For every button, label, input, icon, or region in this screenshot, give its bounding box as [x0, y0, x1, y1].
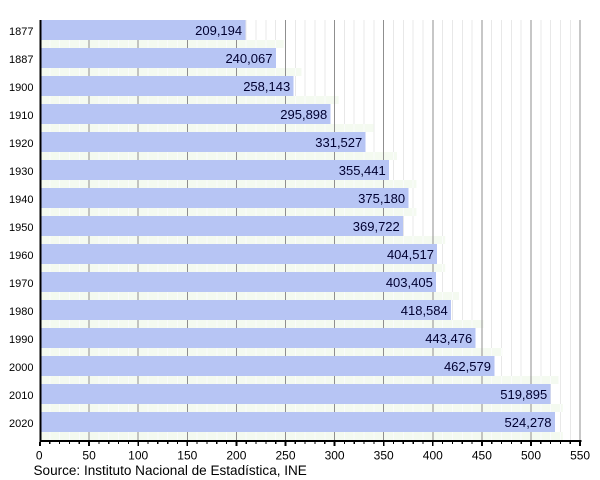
svg-text:462,579: 462,579: [444, 359, 491, 374]
svg-text:443,476: 443,476: [425, 331, 472, 346]
svg-text:524,278: 524,278: [505, 415, 552, 430]
svg-text:400: 400: [423, 449, 443, 463]
svg-text:1930: 1930: [9, 166, 33, 178]
svg-text:331,527: 331,527: [315, 135, 362, 150]
svg-text:1950: 1950: [9, 222, 33, 234]
svg-text:1877: 1877: [9, 26, 33, 38]
svg-text:1970: 1970: [9, 278, 33, 290]
svg-text:Source: Instituto Nacional de: Source: Instituto Nacional de Estadístic…: [34, 463, 307, 478]
svg-text:369,722: 369,722: [353, 219, 400, 234]
svg-text:50: 50: [82, 449, 96, 463]
svg-text:550: 550: [570, 449, 590, 463]
svg-text:355,441: 355,441: [339, 163, 386, 178]
svg-text:258,143: 258,143: [243, 79, 290, 94]
svg-text:295,898: 295,898: [280, 107, 327, 122]
svg-text:200: 200: [226, 449, 246, 463]
svg-text:2010: 2010: [9, 390, 33, 402]
svg-text:1990: 1990: [9, 334, 33, 346]
svg-text:403,405: 403,405: [386, 275, 433, 290]
svg-text:404,517: 404,517: [387, 247, 434, 262]
svg-text:2000: 2000: [9, 362, 33, 374]
svg-text:350: 350: [374, 449, 394, 463]
svg-text:450: 450: [472, 449, 492, 463]
svg-text:418,584: 418,584: [401, 303, 448, 318]
svg-text:1900: 1900: [9, 82, 33, 94]
svg-text:100: 100: [128, 449, 148, 463]
svg-text:209,194: 209,194: [195, 23, 242, 38]
svg-text:1940: 1940: [9, 194, 33, 206]
svg-text:1960: 1960: [9, 250, 33, 262]
svg-text:240,067: 240,067: [225, 51, 272, 66]
svg-text:1980: 1980: [9, 306, 33, 318]
svg-text:300: 300: [325, 449, 345, 463]
svg-text:1920: 1920: [9, 138, 33, 150]
svg-text:250: 250: [275, 449, 295, 463]
svg-text:2020: 2020: [9, 418, 33, 430]
svg-text:1910: 1910: [9, 110, 33, 122]
svg-text:150: 150: [177, 449, 197, 463]
svg-text:500: 500: [521, 449, 541, 463]
svg-text:0: 0: [36, 449, 43, 463]
svg-text:519,895: 519,895: [500, 387, 547, 402]
svg-text:1887: 1887: [9, 54, 33, 66]
svg-text:375,180: 375,180: [358, 191, 405, 206]
